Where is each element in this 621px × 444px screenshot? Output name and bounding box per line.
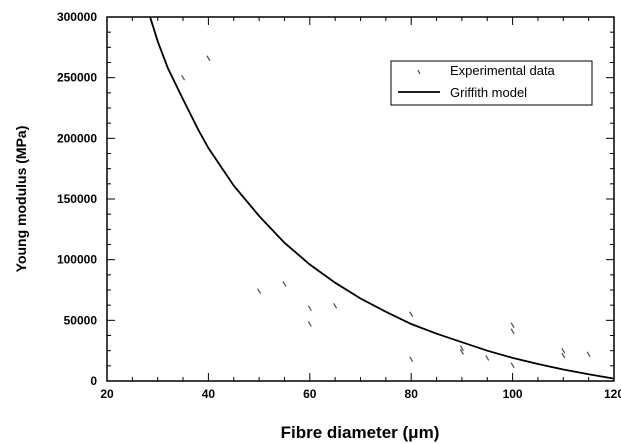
experimental-point-13 bbox=[510, 328, 515, 335]
experimental-point-9 bbox=[459, 345, 464, 352]
legend-label-experimental: Experimental data bbox=[450, 63, 556, 78]
y-tick-labels: 0 50000 100000 150000 200000 250000 300000 bbox=[57, 10, 97, 388]
experimental-point-8 bbox=[409, 356, 414, 362]
axis-ticks bbox=[106, 16, 615, 382]
griffith-model-line bbox=[149, 16, 615, 380]
x-tick-label-20: 20 bbox=[100, 387, 114, 401]
experimental-point-5 bbox=[307, 321, 312, 327]
x-tick-label-40: 40 bbox=[202, 387, 216, 401]
experimental-point-14 bbox=[510, 362, 515, 369]
x-tick-labels: 20 40 60 80 100 120 bbox=[100, 387, 621, 401]
experimental-point-17 bbox=[586, 351, 591, 358]
x-tick-label-120: 120 bbox=[604, 387, 621, 401]
x-tick-label-100: 100 bbox=[503, 387, 523, 401]
experimental-point-7 bbox=[409, 311, 414, 318]
experimental-point-15 bbox=[561, 347, 566, 354]
experimental-point-2 bbox=[257, 288, 262, 295]
legend-label-griffith: Griffith model bbox=[450, 85, 527, 100]
x-axis-title: Fibre diameter (μm) bbox=[281, 423, 440, 442]
y-tick-label-50000: 50000 bbox=[64, 313, 98, 327]
y-tick-label-300000: 300000 bbox=[57, 10, 97, 24]
y-axis-title: Young modulus (MPa) bbox=[13, 126, 29, 273]
experimental-point-6 bbox=[333, 302, 338, 309]
y-tick-label-0: 0 bbox=[90, 374, 97, 388]
experimental-point-16 bbox=[561, 352, 566, 359]
experimental-point-11 bbox=[485, 355, 490, 361]
legend: Experimental data Griffith model bbox=[390, 60, 593, 106]
griffith-model-series bbox=[149, 16, 615, 380]
legend-box bbox=[390, 60, 593, 106]
y-tick-label-150000: 150000 bbox=[57, 192, 97, 206]
y-tick-label-250000: 250000 bbox=[57, 71, 97, 85]
experimental-point-0 bbox=[180, 74, 186, 81]
legend-marker-experimental bbox=[417, 69, 421, 75]
x-tick-label-60: 60 bbox=[303, 387, 317, 401]
x-tick-label-80: 80 bbox=[405, 387, 419, 401]
experimental-point-1 bbox=[206, 55, 211, 62]
y-tick-label-200000: 200000 bbox=[57, 131, 97, 145]
experimental-point-12 bbox=[510, 322, 515, 329]
experimental-data-series bbox=[180, 55, 591, 369]
y-tick-label-100000: 100000 bbox=[57, 253, 97, 267]
experimental-point-10 bbox=[459, 349, 464, 355]
experimental-point-4 bbox=[307, 305, 312, 312]
experimental-point-3 bbox=[282, 281, 287, 287]
